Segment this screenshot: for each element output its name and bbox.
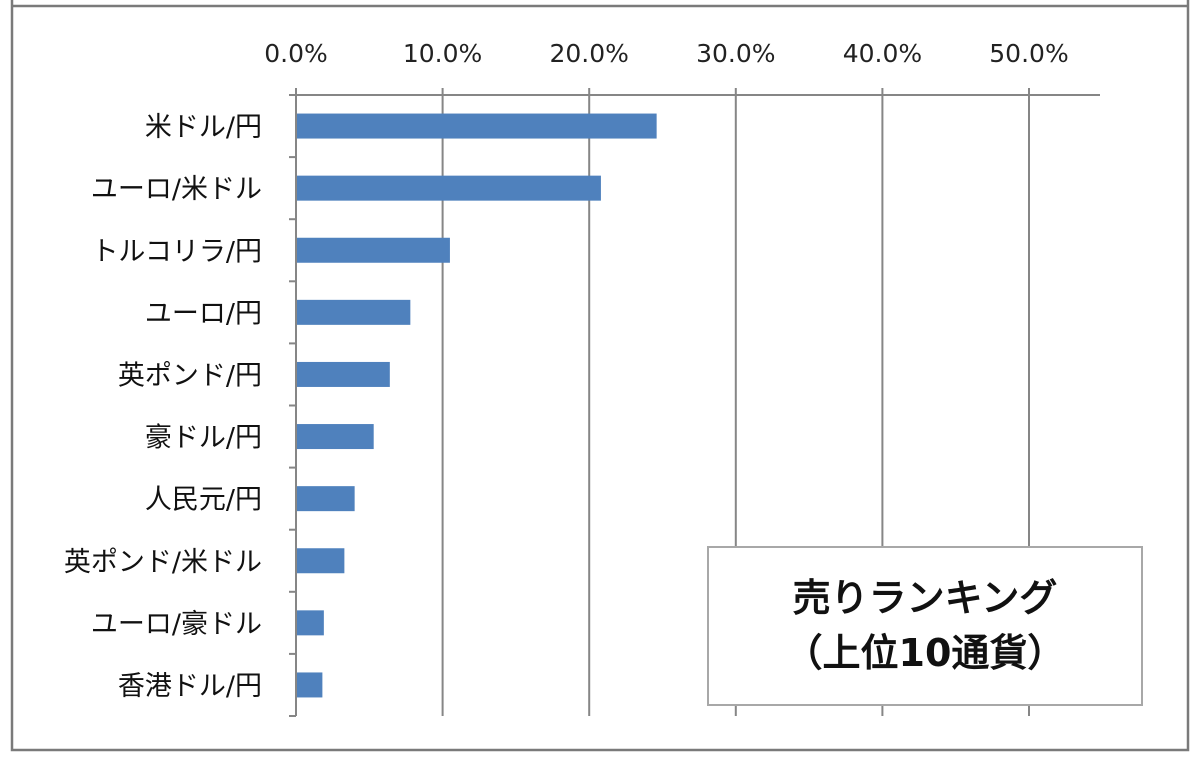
category-label-3: ユーロ/円 (145, 298, 262, 329)
category-label-8: ユーロ/豪ドル (91, 609, 262, 640)
bar-8 (297, 610, 324, 636)
category-labels: 米ドル/円ユーロ/米ドルトルコリラ/円ユーロ/円英ポンド/円豪ドル/円人民元/円… (64, 112, 262, 702)
bar-3 (297, 299, 411, 325)
bar-5 (297, 424, 374, 450)
x-tick-label-5: 50.0% (989, 39, 1068, 68)
bar-0 (297, 113, 657, 139)
category-label-2: トルコリラ/円 (91, 236, 262, 267)
axes (289, 88, 1100, 717)
chart-title-line-1: 売りランキング (792, 575, 1058, 620)
bar-7 (297, 548, 345, 574)
x-tick-labels: 0.0% 10.0% 20.0% 30.0% 40.0% 50.0% (264, 39, 1068, 68)
outer-border (10, 0, 1190, 752)
x-tick-label-4: 40.0% (843, 39, 922, 68)
x-tick-label-2: 20.0% (549, 39, 628, 68)
bar-1 (297, 175, 601, 201)
x-tick-label-3: 30.0% (696, 39, 775, 68)
chart-title-line-2: （上位10通貨） (784, 631, 1066, 675)
category-label-1: ユーロ/米ドル (91, 174, 262, 205)
bar-9 (297, 672, 323, 698)
bar-2 (297, 237, 450, 263)
category-label-9: 香港ドル/円 (118, 671, 262, 702)
x-tick-label-0: 0.0% (264, 39, 328, 68)
category-label-5: 豪ドル/円 (145, 423, 262, 454)
x-tick-label-1: 10.0% (403, 39, 482, 68)
category-label-4: 英ポンド/円 (118, 360, 262, 391)
category-label-6: 人民元/円 (145, 485, 262, 516)
bar-6 (297, 486, 355, 512)
bar-4 (297, 361, 390, 387)
category-label-0: 米ドル/円 (145, 112, 262, 143)
category-label-7: 英ポンド/米ドル (64, 547, 262, 578)
bars (297, 113, 657, 698)
chart-title-box: 売りランキング （上位10通貨） (707, 546, 1143, 706)
